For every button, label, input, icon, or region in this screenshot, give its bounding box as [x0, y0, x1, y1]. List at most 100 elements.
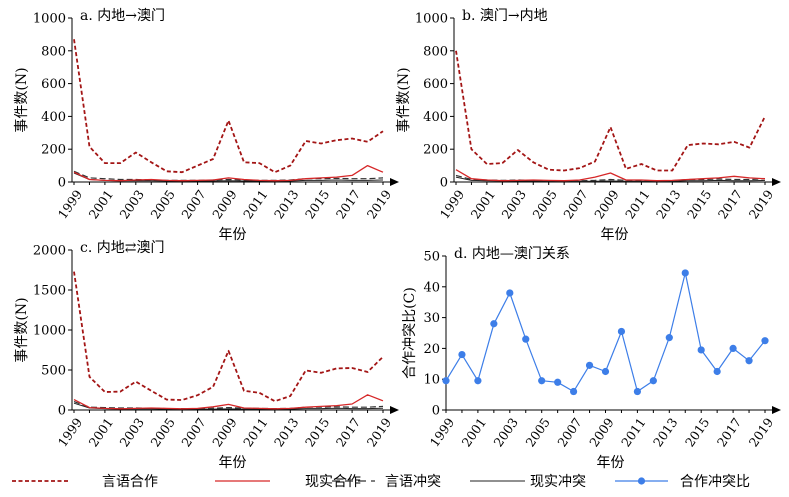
- y-tick-label: 20: [423, 342, 440, 357]
- x-axis-arrow-icon: [390, 178, 399, 186]
- data-point: [570, 387, 578, 396]
- data-point: [665, 334, 673, 342]
- data-point: [601, 367, 610, 376]
- x-tick-label: 2005: [522, 415, 553, 450]
- x-tick-label: 2015: [684, 187, 715, 222]
- x-tick-label: 2009: [209, 187, 240, 222]
- data-point: [633, 387, 642, 396]
- legend-marker: [637, 477, 646, 485]
- x-tick-label: 2011: [240, 415, 271, 450]
- data-point: [681, 269, 689, 277]
- x-tick-label: 2001: [86, 415, 117, 450]
- x-axis-arrow-icon: [772, 178, 781, 186]
- x-tick-label: 2003: [490, 415, 521, 450]
- legend-label: 言语合作: [102, 474, 158, 490]
- data-point: [617, 327, 626, 336]
- data-point: [745, 357, 753, 365]
- series-line-verbal_conf: [455, 174, 766, 182]
- y-tick-label: 1000: [415, 12, 448, 27]
- series-line-verbal_coop: [73, 271, 384, 403]
- y-tick-label: 0: [432, 404, 440, 419]
- y-tick-label: 0: [440, 176, 448, 191]
- series-line-verbal_coop: [455, 50, 766, 172]
- x-tick-label: 2013: [271, 187, 302, 222]
- y-tick-label: 2000: [33, 244, 66, 259]
- y-tick-label: 800: [41, 44, 66, 59]
- y-tick-label: 500: [41, 364, 66, 379]
- x-tick-label: 2007: [178, 415, 209, 450]
- x-tick-label: 2001: [86, 187, 117, 222]
- y-axis-label: 合作冲突比(C): [402, 287, 418, 379]
- y-tick-label: 1500: [33, 284, 66, 299]
- x-tick-label: 2017: [715, 187, 746, 222]
- x-axis-arrow-icon: [772, 406, 781, 414]
- legend-label: 现实冲突: [530, 474, 586, 490]
- legend-label: 现实合作: [305, 474, 361, 490]
- data-point: [506, 289, 514, 297]
- x-tick-label: 1999: [55, 187, 86, 222]
- x-tick-label: 2003: [116, 187, 147, 222]
- y-tick-label: 30: [423, 311, 440, 326]
- y-tick-label: 800: [423, 44, 448, 59]
- panel-title: b. 澳门→内地: [462, 8, 548, 24]
- legend-label: 言语冲突: [385, 474, 441, 490]
- panel-a: 0 200 400 600 800 1000 1999 2001 2003 2005 2007 200…: [14, 8, 399, 243]
- x-axis-label: 年份: [219, 227, 247, 243]
- x-tick-label: 2007: [178, 187, 209, 222]
- data-point: [649, 377, 657, 385]
- series-line-verbal_conf: [73, 401, 384, 410]
- data-point: [474, 377, 482, 385]
- y-tick-label: 0: [58, 176, 66, 191]
- x-tick-label: 2017: [714, 415, 745, 450]
- x-tick-label: 1999: [437, 187, 468, 222]
- y-tick-label: 200: [423, 143, 448, 158]
- y-axis-label: 事件数(N): [396, 67, 412, 132]
- x-tick-label: 2001: [468, 187, 499, 222]
- x-tick-label: 2005: [147, 415, 178, 450]
- x-tick-label: 2019: [746, 415, 777, 450]
- series-line-material_coop: [73, 394, 384, 410]
- x-axis-label: 年份: [219, 455, 247, 471]
- x-tick-label: 1999: [55, 415, 86, 450]
- y-axis-label: 事件数(N): [14, 67, 30, 132]
- x-tick-label: 2019: [364, 187, 395, 222]
- y-tick-label: 600: [423, 77, 448, 92]
- y-tick-label: 1000: [33, 12, 66, 27]
- y-tick-label: 40: [423, 280, 440, 295]
- panel-c: 0 500 1000 1500 2000 1999 2001 2003 2005 2007 2009…: [14, 240, 399, 471]
- x-axis-arrow-icon: [390, 406, 399, 414]
- x-axis-label: 年份: [597, 455, 625, 471]
- x-tick-label: 2015: [302, 415, 333, 450]
- legend: 言语合作 现实合作 言语冲突 现实冲突 合作冲突比: [12, 474, 750, 490]
- x-tick-label: 2015: [302, 187, 333, 222]
- x-tick-label: 2011: [622, 187, 653, 222]
- y-tick-label: 0: [58, 404, 66, 419]
- y-axis-label: 事件数(N): [14, 297, 30, 362]
- x-axis-label: 年份: [601, 227, 629, 243]
- x-tick-label: 2009: [591, 187, 622, 222]
- y-tick-label: 1000: [33, 324, 66, 339]
- data-point: [713, 367, 721, 376]
- panel-title: a. 内地→澳门: [80, 8, 165, 24]
- panel-title: c. 内地⇄澳门: [80, 240, 164, 256]
- y-tick-label: 400: [41, 110, 66, 125]
- x-tick-label: 2015: [682, 415, 713, 450]
- data-point: [554, 378, 562, 386]
- legend-label: 合作冲突比: [680, 474, 750, 490]
- y-tick-label: 10: [423, 373, 440, 388]
- x-tick-label: 2013: [650, 415, 681, 450]
- y-tick-label: 50: [423, 250, 440, 265]
- data-point: [490, 320, 498, 328]
- x-tick-label: 2013: [271, 415, 302, 450]
- x-tick-label: 2005: [529, 187, 560, 222]
- x-tick-label: 2019: [746, 187, 777, 222]
- y-tick-label: 200: [41, 143, 66, 158]
- x-tick-label: 1999: [427, 415, 458, 450]
- x-tick-label: 2019: [364, 415, 395, 450]
- data-point: [585, 361, 594, 369]
- panel-title: d. 内地—澳门关系: [454, 246, 570, 262]
- data-point: [729, 344, 737, 352]
- series-line-material_coop: [455, 169, 766, 182]
